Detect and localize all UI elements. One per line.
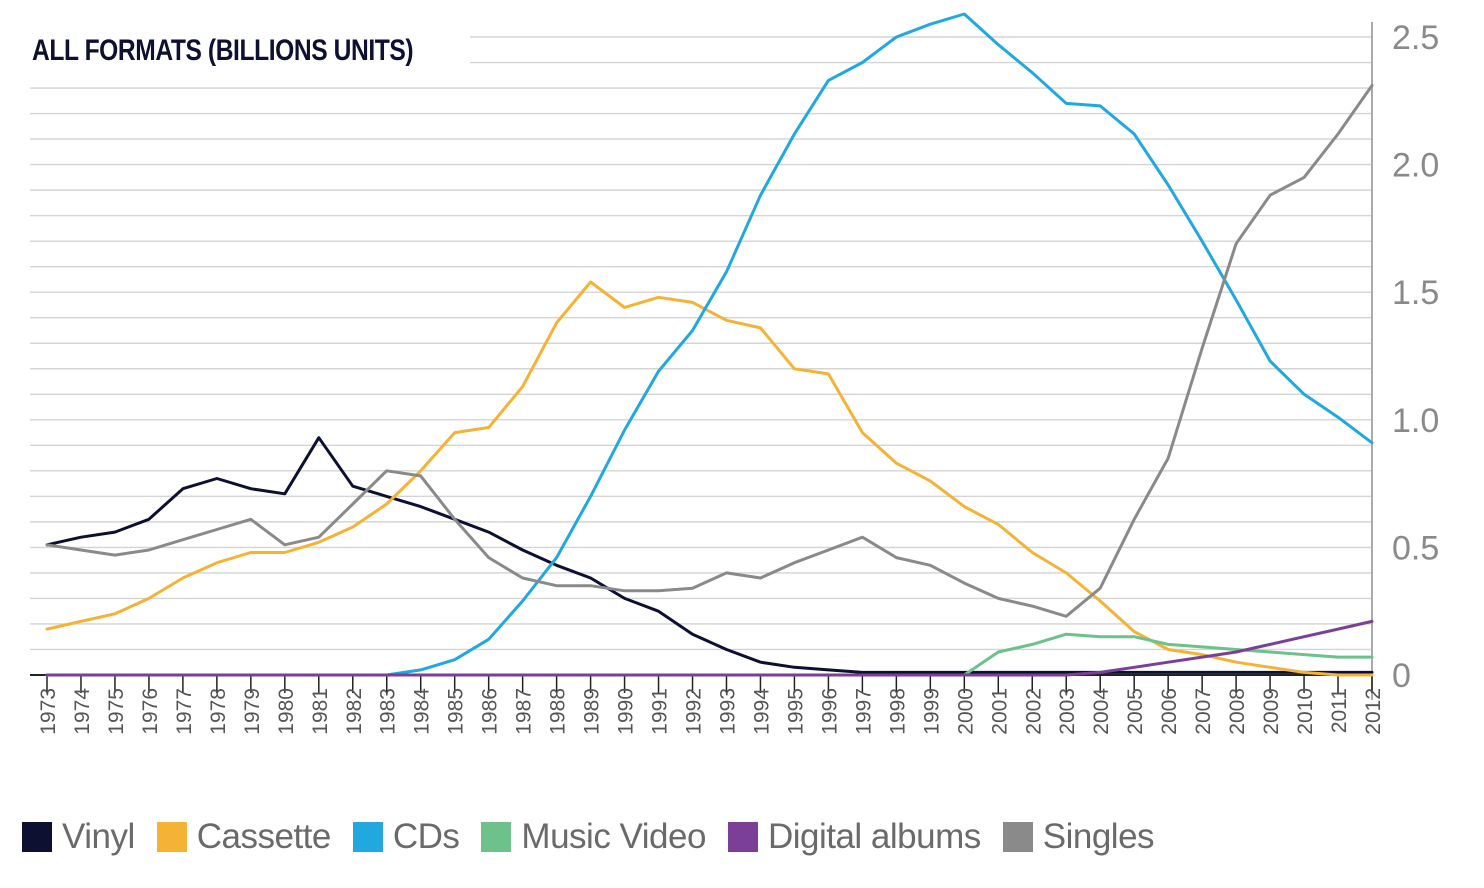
legend-label: CDs (392, 817, 460, 856)
legend-item-cds: CDs (352, 817, 460, 857)
legend-label: Digital albums (767, 817, 981, 856)
x-tick-label: 2009 (1260, 688, 1283, 735)
x-tick-label: 1991 (649, 688, 672, 735)
x-tick-label: 1987 (513, 688, 536, 735)
y-tick-label: 0 (1392, 657, 1411, 695)
x-tick-label: 1995 (784, 688, 807, 735)
series-line-cassette (45, 280, 1374, 677)
x-tick-label: 1985 (445, 688, 468, 735)
x-tick-label: 2003 (1056, 688, 1079, 735)
x-tick-label: 2007 (1192, 688, 1215, 735)
legend-swatch (727, 822, 758, 852)
legend-swatch (1002, 822, 1033, 852)
x-tick-label: 1997 (852, 688, 875, 735)
x-tick-label: 2012 (1362, 688, 1385, 735)
y-tick-label: 1.5 (1392, 274, 1439, 312)
x-tick-label: 1983 (377, 688, 400, 735)
y-tick-label: 0.5 (1392, 529, 1439, 567)
legend-swatch (352, 822, 383, 852)
x-tick-label: 2004 (1090, 688, 1113, 735)
x-tick-label: 1973 (37, 688, 60, 735)
x-tick-label: 1998 (886, 688, 909, 735)
legend-swatch (481, 822, 512, 852)
legend-label: Music Video (521, 817, 706, 856)
series-line-vinyl (45, 436, 1374, 674)
legend-item-digital-albums: Digital albums (727, 817, 981, 857)
legend-item-music-video: Music Video (481, 817, 706, 857)
x-tick-label: 1975 (105, 688, 128, 735)
x-tick-label: 1999 (920, 688, 943, 735)
x-tick-label: 1984 (411, 688, 434, 735)
x-tick-label: 1982 (343, 688, 366, 735)
legend-swatch (22, 822, 52, 852)
legend: Vinyl Cassette CDs Music Video Digital album… (22, 812, 1176, 862)
legend-item-singles: Singles (1002, 817, 1155, 857)
gridlines (30, 36, 1372, 651)
x-tick-label: 1977 (173, 688, 196, 735)
x-tick-label: 1979 (241, 688, 264, 735)
series-line-digital-albums (45, 619, 1374, 677)
x-tick-label: 1989 (581, 688, 604, 735)
x-tick-label: 1996 (818, 688, 841, 735)
x-tick-labels: 1973 1974 1975 1976 1977 1978 1979 1980 1981 1982… (37, 688, 1385, 735)
legend-item-vinyl: Vinyl (22, 817, 135, 857)
chart-title: ALL FORMATS (BILLIONS UNITS) (32, 34, 414, 67)
x-tick-label: 1986 (479, 688, 502, 735)
series-lines (45, 12, 1374, 677)
series-line-singles (45, 84, 1374, 618)
x-tick-label: 1974 (71, 688, 94, 735)
x-tick-label: 1976 (139, 688, 162, 735)
x-tick-label: 1990 (615, 688, 638, 735)
x-tick-label: 2010 (1294, 688, 1317, 735)
x-tick-label: 1992 (683, 688, 706, 735)
legend-label: Singles (1042, 817, 1155, 856)
x-tick-label: 2011 (1328, 688, 1351, 733)
legend-swatch (156, 822, 187, 852)
legend-label: Vinyl (62, 817, 135, 856)
y-tick-label: 1.0 (1392, 402, 1439, 440)
legend-item-cassette: Cassette (156, 817, 332, 857)
x-tick-label: 2005 (1124, 688, 1147, 735)
x-tick-label: 1988 (547, 688, 570, 735)
x-tick-label: 1980 (275, 688, 298, 735)
x-tick-label: 1994 (750, 688, 773, 735)
y-tick-label: 2.0 (1392, 147, 1439, 185)
legend-label: Cassette (196, 817, 332, 856)
x-tick-label: 2001 (988, 688, 1011, 735)
x-tick-label: 1981 (309, 688, 332, 735)
x-tick-label: 2002 (1022, 688, 1045, 735)
x-tick-label: 1978 (207, 688, 230, 735)
x-tick-label: 2008 (1226, 688, 1249, 735)
x-tick-label: 2006 (1158, 688, 1181, 735)
x-tick-label: 1993 (716, 688, 739, 735)
x-tick-label: 2000 (954, 688, 977, 735)
y-tick-labels: 0 0.5 1.0 1.5 2.0 2.5 (1392, 19, 1439, 695)
y-tick-label: 2.5 (1392, 19, 1439, 57)
